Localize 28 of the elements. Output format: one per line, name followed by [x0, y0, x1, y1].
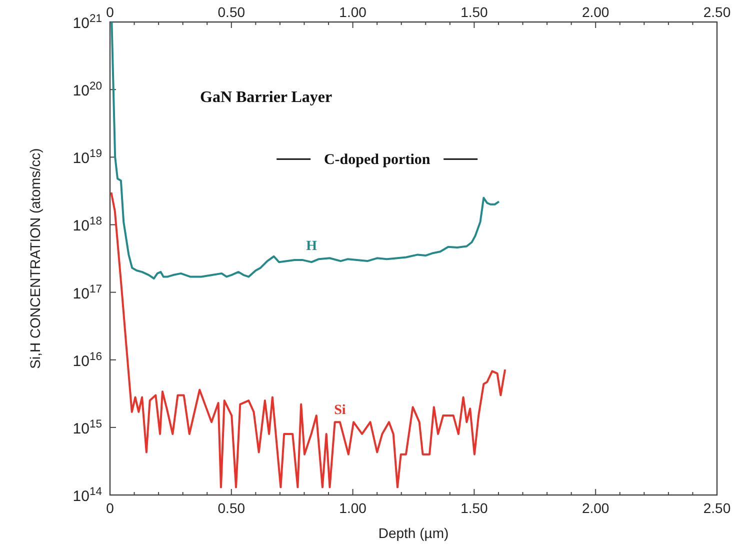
x2-tick-label: 2.50 — [703, 500, 731, 516]
line-series — [110, 21, 500, 280]
x2-tick-label: 0.50 — [218, 500, 246, 516]
y-tick-label: 10$^{18}$ — [72, 216, 102, 235]
x-axis-title: Depth (µm) — [378, 525, 449, 541]
y-tick-label: 10$^{14}$ — [72, 486, 102, 505]
y-tick-label: 10$^{16}$ — [72, 350, 102, 370]
x-tick-label: 2.50 — [703, 4, 731, 20]
y-tick-label: 10$^{17}$ — [72, 283, 102, 302]
x2-tick-label: 1.00 — [339, 500, 367, 516]
y-tick-label: 10$^{19}$ — [72, 148, 102, 168]
x-tick-label: 0.50 — [218, 4, 246, 20]
x-tick-label: 2.00 — [582, 4, 610, 20]
series-label: Si — [334, 403, 346, 418]
y-tick-label: 10$^{20}$ — [72, 80, 102, 100]
x-tick-label: 1.00 — [339, 4, 367, 20]
annotation: GaN Barrier Layer — [200, 89, 332, 106]
x-tick-label: 1.50 — [460, 4, 488, 20]
x2-tick-label: 0 — [106, 500, 114, 516]
x-tick-label: 0 — [106, 4, 114, 20]
y-axis-title: Si,H CONCENTRATION (atoms/cc) — [27, 148, 43, 369]
x2-tick-label: 1.50 — [460, 500, 488, 516]
x2-tick-label: 2.00 — [582, 500, 610, 516]
line-series — [110, 191, 506, 488]
annotation: C-doped portion — [324, 152, 431, 168]
y-tick-label: 10$^{21}$ — [72, 13, 102, 32]
series-label: H — [306, 239, 318, 254]
y-tick-label: 10$^{15}$ — [72, 418, 102, 438]
